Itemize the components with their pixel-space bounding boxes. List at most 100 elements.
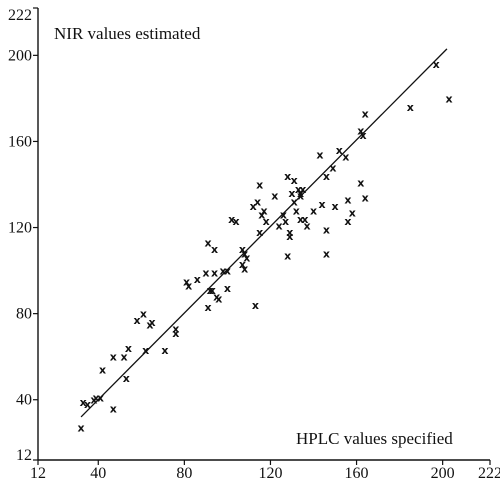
axes: [37, 8, 490, 461]
data-point: x: [260, 204, 267, 217]
data-point: x: [286, 226, 293, 239]
data-point: x: [271, 189, 278, 202]
data-point: x: [297, 213, 304, 226]
data-point: x: [284, 250, 291, 263]
data-point: x: [293, 204, 300, 217]
data-point: x: [344, 215, 351, 228]
data-point: x: [93, 392, 100, 405]
data-point: x: [288, 187, 295, 200]
data-point: x: [241, 262, 248, 275]
y-tick-label: 222: [8, 7, 32, 24]
data-point: x: [213, 290, 220, 303]
data-point: x: [362, 191, 369, 204]
data-point: x: [90, 394, 97, 407]
y-tick-label: 40: [16, 392, 32, 409]
data-point: x: [342, 151, 349, 164]
y-tick-label: 200: [8, 47, 32, 64]
data-point: x: [297, 189, 304, 202]
data-point: x: [331, 200, 338, 213]
data-point: x: [224, 282, 231, 295]
data-point: x: [80, 396, 87, 409]
data-point: x: [172, 323, 179, 336]
data-point: x: [357, 125, 364, 138]
y-tick-label: 120: [8, 220, 32, 237]
data-point: x: [344, 194, 351, 207]
data-point: x: [276, 219, 283, 232]
x-tick-label: 200: [431, 465, 455, 482]
data-point: x: [323, 170, 330, 183]
data-point: x: [250, 200, 257, 213]
fit-line-group: [80, 48, 448, 418]
data-point: x: [256, 226, 263, 239]
data-point: x: [407, 101, 414, 114]
data-point: x: [185, 280, 192, 293]
data-point: x: [284, 170, 291, 183]
data-point: x: [228, 213, 235, 226]
x-tick-label: 222: [478, 465, 500, 482]
data-point: x: [142, 344, 149, 357]
data-point: x: [336, 144, 343, 157]
x-tick-label: 120: [258, 465, 282, 482]
data-point: x: [110, 402, 117, 415]
data-point: x: [256, 178, 263, 191]
data-point: x: [254, 196, 261, 209]
data-point: x: [125, 342, 132, 355]
data-point: x: [149, 316, 156, 329]
data-point: x: [329, 161, 336, 174]
data-point: x: [97, 392, 104, 405]
data-point: x: [99, 364, 106, 377]
data-point: x: [297, 187, 304, 200]
data-point: x: [359, 129, 366, 142]
data-point: x: [241, 247, 248, 260]
data-point: x: [211, 267, 218, 280]
data-point: x: [362, 107, 369, 120]
x-tick-label: 12: [30, 465, 46, 482]
data-point: x: [319, 198, 326, 211]
data-point: x: [110, 351, 117, 364]
data-point: x: [84, 398, 91, 411]
data-point: x: [295, 183, 302, 196]
data-point: x: [172, 327, 179, 340]
data-point: x: [161, 344, 168, 357]
data-point: x: [258, 209, 265, 222]
data-point: x: [123, 372, 130, 385]
x-tick-label: 160: [345, 465, 369, 482]
x-tick-label: 80: [176, 465, 192, 482]
data-point: x: [349, 206, 356, 219]
data-point: x: [323, 224, 330, 237]
data-point: x: [357, 176, 364, 189]
data-point: x: [239, 258, 246, 271]
y-tick-label: 80: [16, 306, 32, 323]
x-tick-label: 40: [90, 465, 106, 482]
data-point: x: [252, 299, 259, 312]
data-point: x: [211, 243, 218, 256]
data-point: x: [204, 237, 211, 250]
data-point: x: [286, 230, 293, 243]
data-point: x: [316, 148, 323, 161]
x-axis-annotation: HPLC values specified: [296, 429, 453, 448]
data-point: x: [291, 174, 298, 187]
y-tick-label: 160: [8, 133, 32, 150]
data-point: x: [220, 265, 227, 278]
data-point: x: [232, 215, 239, 228]
data-point: x: [133, 314, 140, 327]
ticks: 12 40 80 120 160 200 222 12 40 80 120 160 200 222: [8, 7, 500, 482]
data-point: x: [215, 293, 222, 306]
fit-line: [80, 48, 448, 418]
data-point: x: [303, 219, 310, 232]
data-point: x: [323, 247, 330, 260]
data-point: x: [299, 183, 306, 196]
data-point: x: [121, 351, 128, 364]
data-point: x: [209, 284, 216, 297]
data-point: x: [291, 196, 298, 209]
data-point: x: [282, 215, 289, 228]
data-point: x: [446, 92, 453, 105]
data-point: x: [77, 422, 84, 435]
data-point: x: [204, 301, 211, 314]
data-point: x: [301, 213, 308, 226]
y-tick-label: 12: [16, 447, 32, 464]
data-point: x: [310, 204, 317, 217]
data-point: x: [243, 252, 250, 265]
